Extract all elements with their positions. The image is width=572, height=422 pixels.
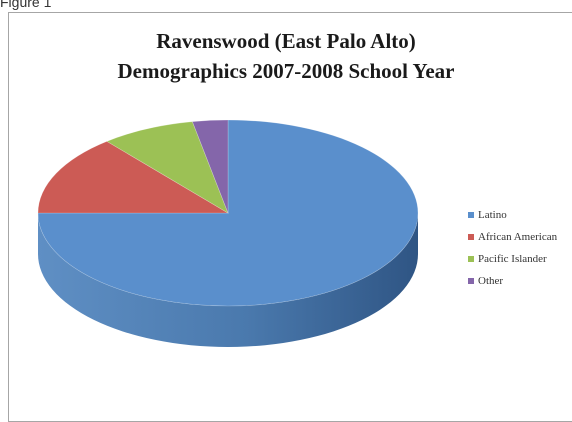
legend-swatch-other [468, 278, 474, 284]
figure-caption: Figure 1 [0, 0, 52, 10]
legend-swatch-african-american [468, 234, 474, 240]
pie-side-latino [38, 213, 418, 347]
pie-slice-other [191, 119, 229, 214]
legend-label-other: Other [478, 275, 504, 287]
legend-swatch-latino [468, 212, 474, 218]
chart-title-line-2: Demographics 2007-2008 School Year [117, 59, 455, 83]
chart-title: Ravenswood (East Palo Alto) Demographics… [0, 26, 572, 86]
legend-label-african-american: African American [478, 231, 558, 243]
legend-label-latino: Latino [478, 209, 507, 221]
legend-swatch-pacific-islander [468, 256, 474, 262]
legend-item-african-american: African American [468, 226, 557, 248]
legend-label-pacific-islander: Pacific Islander [478, 253, 547, 265]
legend: Latino African American Pacific Islander Ot… [468, 204, 557, 292]
legend-item-pacific-islander: Pacific Islander [468, 248, 557, 270]
chart-title-line-1: Ravenswood (East Palo Alto) [156, 29, 416, 53]
pie-slices [37, 119, 419, 307]
legend-item-latino: Latino [468, 204, 557, 226]
pie-chart [37, 119, 419, 347]
pie-side-wall [38, 213, 418, 347]
pie-slice-african-american [37, 141, 230, 214]
legend-item-other: Other [468, 270, 557, 292]
pie-slice-pacific-islander [106, 121, 229, 214]
